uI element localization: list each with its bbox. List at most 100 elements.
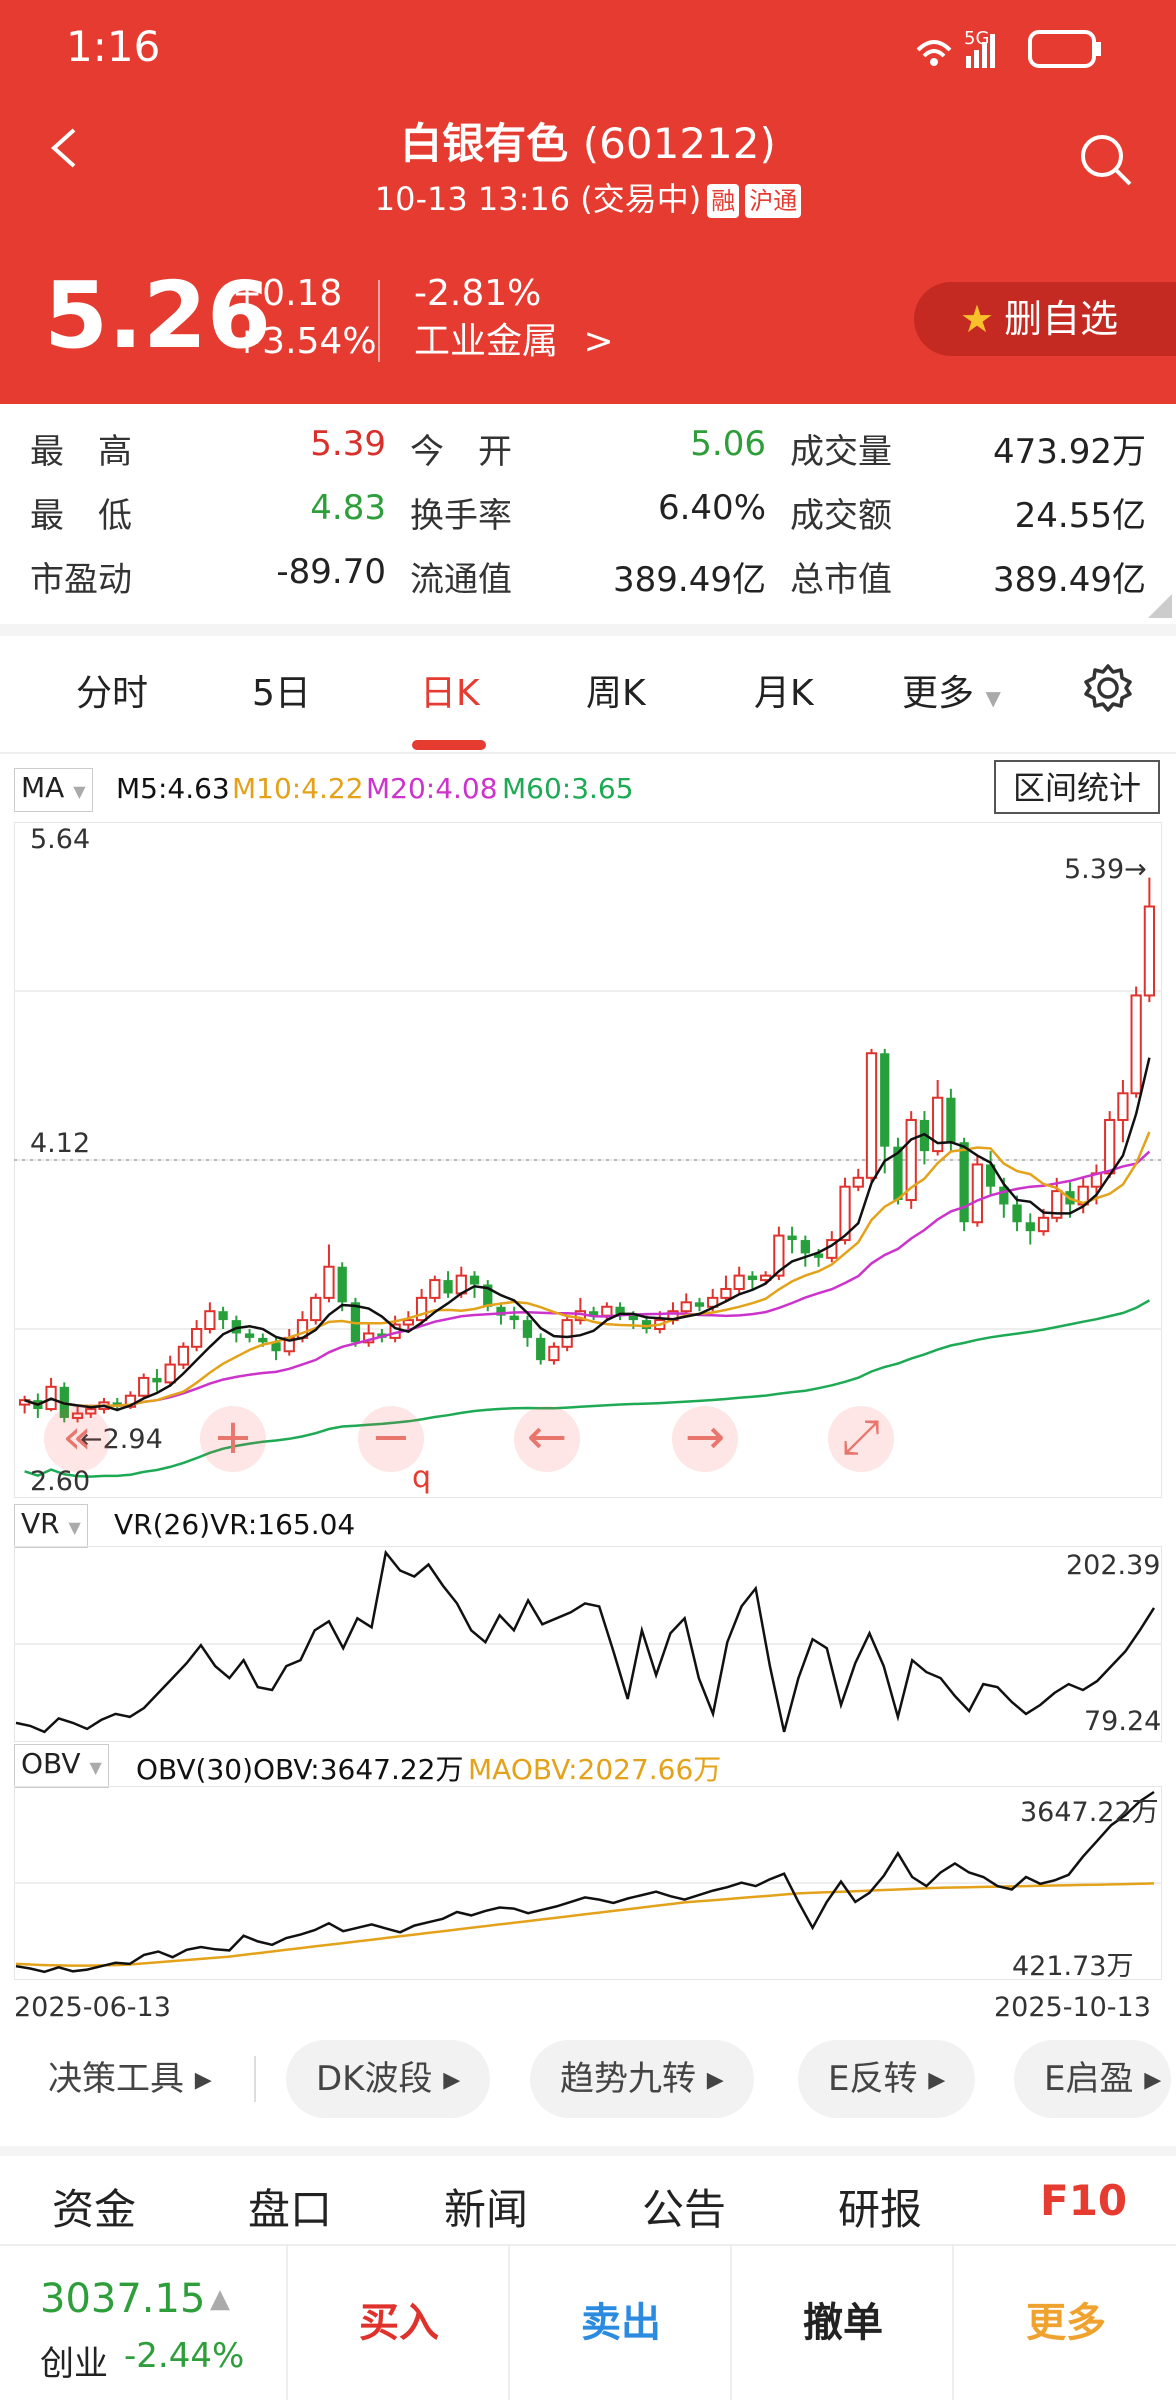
candle-body xyxy=(402,1319,414,1326)
active-tab-underline xyxy=(412,740,486,750)
cancel-order-button[interactable]: 撤单 xyxy=(730,2246,954,2400)
tab-weekly-k[interactable]: 周K xyxy=(586,673,646,714)
range-stats-button[interactable]: 区间统计 xyxy=(994,760,1160,814)
tab-monthly-k[interactable]: 月K xyxy=(754,673,814,714)
remove-favorite-button[interactable]: ★ 删自选 xyxy=(914,282,1176,356)
buy-button[interactable]: 买入 xyxy=(286,2246,510,2400)
index-ticker[interactable]: 3037.15 ▲ 创业 -2.44% xyxy=(0,2246,286,2400)
candlestick-chart[interactable] xyxy=(14,822,1162,1498)
candle-body xyxy=(946,1097,956,1143)
sector-block[interactable]: -2.81% 工业金属 > xyxy=(414,270,614,366)
settings-gear-icon[interactable] xyxy=(1080,660,1136,716)
fn-news[interactable]: 新闻 xyxy=(444,2185,529,2234)
candle-body xyxy=(152,1377,162,1383)
candle-body xyxy=(429,1279,441,1299)
trading-state: (交易中) xyxy=(580,180,702,218)
fn-research[interactable]: 研报 xyxy=(838,2185,923,2234)
candle-body xyxy=(932,1096,944,1153)
vr-min-label: 79.24 xyxy=(1084,1706,1162,1737)
ma-selector[interactable]: MA ▼ xyxy=(14,768,93,812)
candle-body xyxy=(865,1052,878,1179)
min-price-marker: ←2.94 xyxy=(80,1424,163,1455)
obv-legend: OBV(30)OBV:3647.22万 xyxy=(136,1753,464,1786)
candle-body xyxy=(204,1310,216,1331)
ma-selector-label: MA xyxy=(21,771,65,804)
tool-dk-band[interactable]: DK波段 ▸ xyxy=(286,2040,491,2118)
candle-body xyxy=(588,1311,599,1316)
stat-value: 473.92万 xyxy=(993,432,1146,472)
ma10-legend: M10:4.22 xyxy=(232,772,364,805)
obv-line xyxy=(15,1790,1155,1974)
tool-trend-nine[interactable]: 趋势九转 ▸ xyxy=(530,2040,754,2118)
rewind-icon[interactable]: « xyxy=(44,1406,110,1472)
divider xyxy=(254,2056,256,2102)
stock-subtitle: 10-13 13:16 (交易中) 融沪通 xyxy=(0,174,1176,220)
candle-body xyxy=(310,1296,322,1322)
obv-chart[interactable] xyxy=(14,1786,1162,1980)
candle-body xyxy=(1012,1204,1022,1223)
obv-selector[interactable]: OBV ▼ xyxy=(14,1744,109,1788)
back-chevron-icon[interactable] xyxy=(44,126,88,170)
fn-orderbook[interactable]: 盘口 xyxy=(248,2185,333,2234)
bottom-separator xyxy=(0,2244,1176,2246)
tab-daily-k[interactable]: 日K xyxy=(420,673,480,714)
vr-selector[interactable]: VR ▼ xyxy=(14,1504,88,1548)
zoom-out-icon[interactable]: − xyxy=(358,1406,424,1472)
scroll-right-icon[interactable]: → xyxy=(672,1406,738,1472)
candle-body xyxy=(271,1342,281,1352)
candle-body xyxy=(1037,1216,1050,1233)
ma20-legend: M20:4.08 xyxy=(366,772,498,805)
fullscreen-icon[interactable]: ⤢ xyxy=(828,1406,894,1472)
search-icon[interactable] xyxy=(1076,130,1136,190)
vr-chart[interactable] xyxy=(14,1546,1162,1742)
candle-body xyxy=(800,1240,810,1254)
candle-body xyxy=(747,1275,758,1281)
fn-announcements[interactable]: 公告 xyxy=(642,2185,727,2234)
candle-body xyxy=(733,1274,745,1290)
candle-body xyxy=(1025,1222,1035,1232)
zoom-in-icon[interactable]: + xyxy=(200,1406,266,1472)
tab-more[interactable]: 更多 ▼ xyxy=(902,664,1001,716)
candle-body xyxy=(1117,1092,1129,1121)
candle-body xyxy=(985,1164,996,1187)
candle-body xyxy=(971,1163,983,1224)
decision-tools[interactable]: 决策工具 ▸ xyxy=(48,2059,212,2099)
candle-body xyxy=(813,1253,824,1258)
stat-value: 5.06 xyxy=(690,424,766,464)
wifi-icon: 5G xyxy=(916,28,1101,68)
index-name: 创业 xyxy=(40,2344,108,2384)
ma60-line xyxy=(24,1299,1151,1478)
fn-f10[interactable]: F10 xyxy=(1040,2176,1128,2225)
tool-e-profit[interactable]: E启盈 ▸ xyxy=(1014,2040,1172,2118)
stat-label: 市盈动 xyxy=(30,560,132,600)
tab-5day[interactable]: 5日 xyxy=(252,673,311,714)
stock-name: 白银有色 xyxy=(400,119,569,168)
margin-tag: 融 xyxy=(707,184,740,218)
stat-label: 总市值 xyxy=(790,560,892,600)
stock-code: (601212) xyxy=(582,119,776,168)
expand-corner-icon[interactable] xyxy=(1148,594,1172,618)
candle-body xyxy=(628,1315,638,1321)
ma5-legend: M5:4.63 xyxy=(116,772,230,805)
candle-body xyxy=(218,1311,228,1321)
candle-body xyxy=(561,1319,573,1348)
fn-capital[interactable]: 资金 xyxy=(52,2185,137,2234)
tab-intraday[interactable]: 分时 xyxy=(76,673,149,714)
max-price-label: 5.39 xyxy=(1064,854,1125,885)
candle-body xyxy=(509,1315,519,1321)
scroll-left-icon[interactable]: ← xyxy=(514,1406,580,1472)
tool-e-reversal[interactable]: E反转 ▸ xyxy=(798,2040,976,2118)
divider xyxy=(378,280,380,362)
vr-max-label: 202.39 xyxy=(1066,1550,1161,1581)
maobv-legend: MAOBV:2027.66万 xyxy=(468,1753,722,1786)
candle-body xyxy=(177,1345,190,1366)
candle-body xyxy=(337,1266,347,1303)
sell-button[interactable]: 卖出 xyxy=(508,2246,732,2400)
candle-body xyxy=(641,1320,652,1329)
stat-value: 4.83 xyxy=(310,488,386,528)
ma60-legend: M60:3.65 xyxy=(502,772,634,805)
more-actions-button[interactable]: 更多 xyxy=(952,2246,1176,2400)
candle-body xyxy=(601,1305,613,1317)
candle-body xyxy=(615,1306,625,1316)
dropdown-icon: ▼ xyxy=(68,1518,81,1537)
